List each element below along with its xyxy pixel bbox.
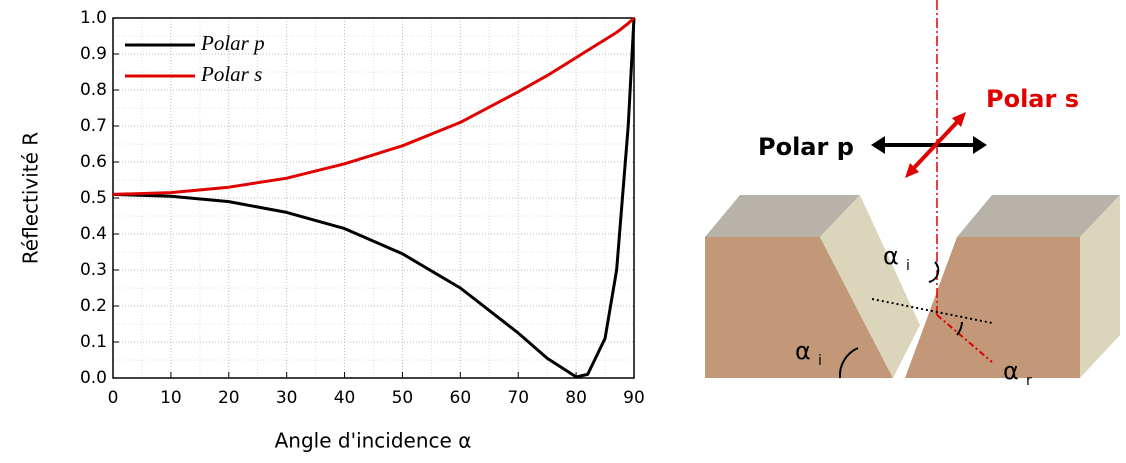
alpha-symbol: α — [883, 242, 899, 270]
alpha-sub: r — [1026, 373, 1032, 389]
block-front — [905, 237, 1080, 378]
x-tick-label: 90 — [623, 388, 645, 408]
block-side — [1080, 195, 1120, 378]
block-top — [705, 195, 860, 237]
y-tick-label: 0.6 — [80, 152, 107, 172]
x-tick-label: 10 — [160, 388, 182, 408]
angle-arc — [928, 261, 940, 283]
x-tick-label: 40 — [334, 388, 356, 408]
surface-normal — [871, 298, 993, 324]
x-tick-label: 70 — [507, 388, 529, 408]
angle-arc — [956, 321, 963, 336]
arrow-head — [952, 112, 966, 127]
x-tick-label: 60 — [450, 388, 472, 408]
polar-s-label: Polar s — [986, 85, 1079, 113]
x-axis-label: Angle d'incidence α — [275, 429, 472, 453]
y-tick-label: 0.3 — [80, 260, 107, 280]
arrow-head — [973, 136, 987, 154]
alpha-symbol: α — [1003, 357, 1019, 385]
x-tick-label: 0 — [108, 388, 119, 408]
block-side — [820, 195, 920, 378]
alpha-sub: i — [906, 258, 910, 274]
y-tick-label: 0.5 — [80, 188, 107, 208]
x-tick-label: 20 — [218, 388, 240, 408]
y-tick-label: 0.7 — [80, 116, 107, 136]
x-tick-label: 50 — [392, 388, 414, 408]
s-arrow — [909, 117, 962, 173]
y-tick-label: 0.0 — [80, 368, 107, 388]
line-series — [112, 16, 636, 196]
y-tick-label: 1.0 — [80, 8, 107, 28]
legend-label: Polar s — [200, 62, 262, 86]
y-tick-label: 0.8 — [80, 80, 107, 100]
diagram: Polar p Polar s α i α i α r — [705, 0, 1120, 389]
x-tick-label: 30 — [276, 388, 298, 408]
arrow-head — [905, 163, 919, 178]
y-tick-label: 0.1 — [80, 332, 107, 352]
polar-p-label: Polar p — [758, 133, 854, 161]
y-axis-label: Réflectivité R — [19, 132, 43, 264]
y-tick-label: 0.4 — [80, 224, 107, 244]
block-front — [705, 237, 893, 378]
x-tick-label: 80 — [565, 388, 587, 408]
y-tick-label: 0.9 — [80, 44, 107, 64]
alpha-sub: i — [818, 353, 822, 369]
block-top — [957, 195, 1120, 237]
y-tick-label: 0.2 — [80, 296, 107, 316]
arrow-head — [871, 136, 885, 154]
line-series — [112, 17, 636, 379]
reflected-ray — [936, 314, 993, 363]
legend-label: Polar p — [200, 31, 265, 55]
alpha-symbol: α — [795, 337, 811, 365]
chart: 0 10 20 30 40 50 60 70 80 90 0.0 0.1 0.2 0.3 0.4 0.5 0.6… — [80, 8, 645, 408]
angle-arc — [838, 347, 859, 379]
